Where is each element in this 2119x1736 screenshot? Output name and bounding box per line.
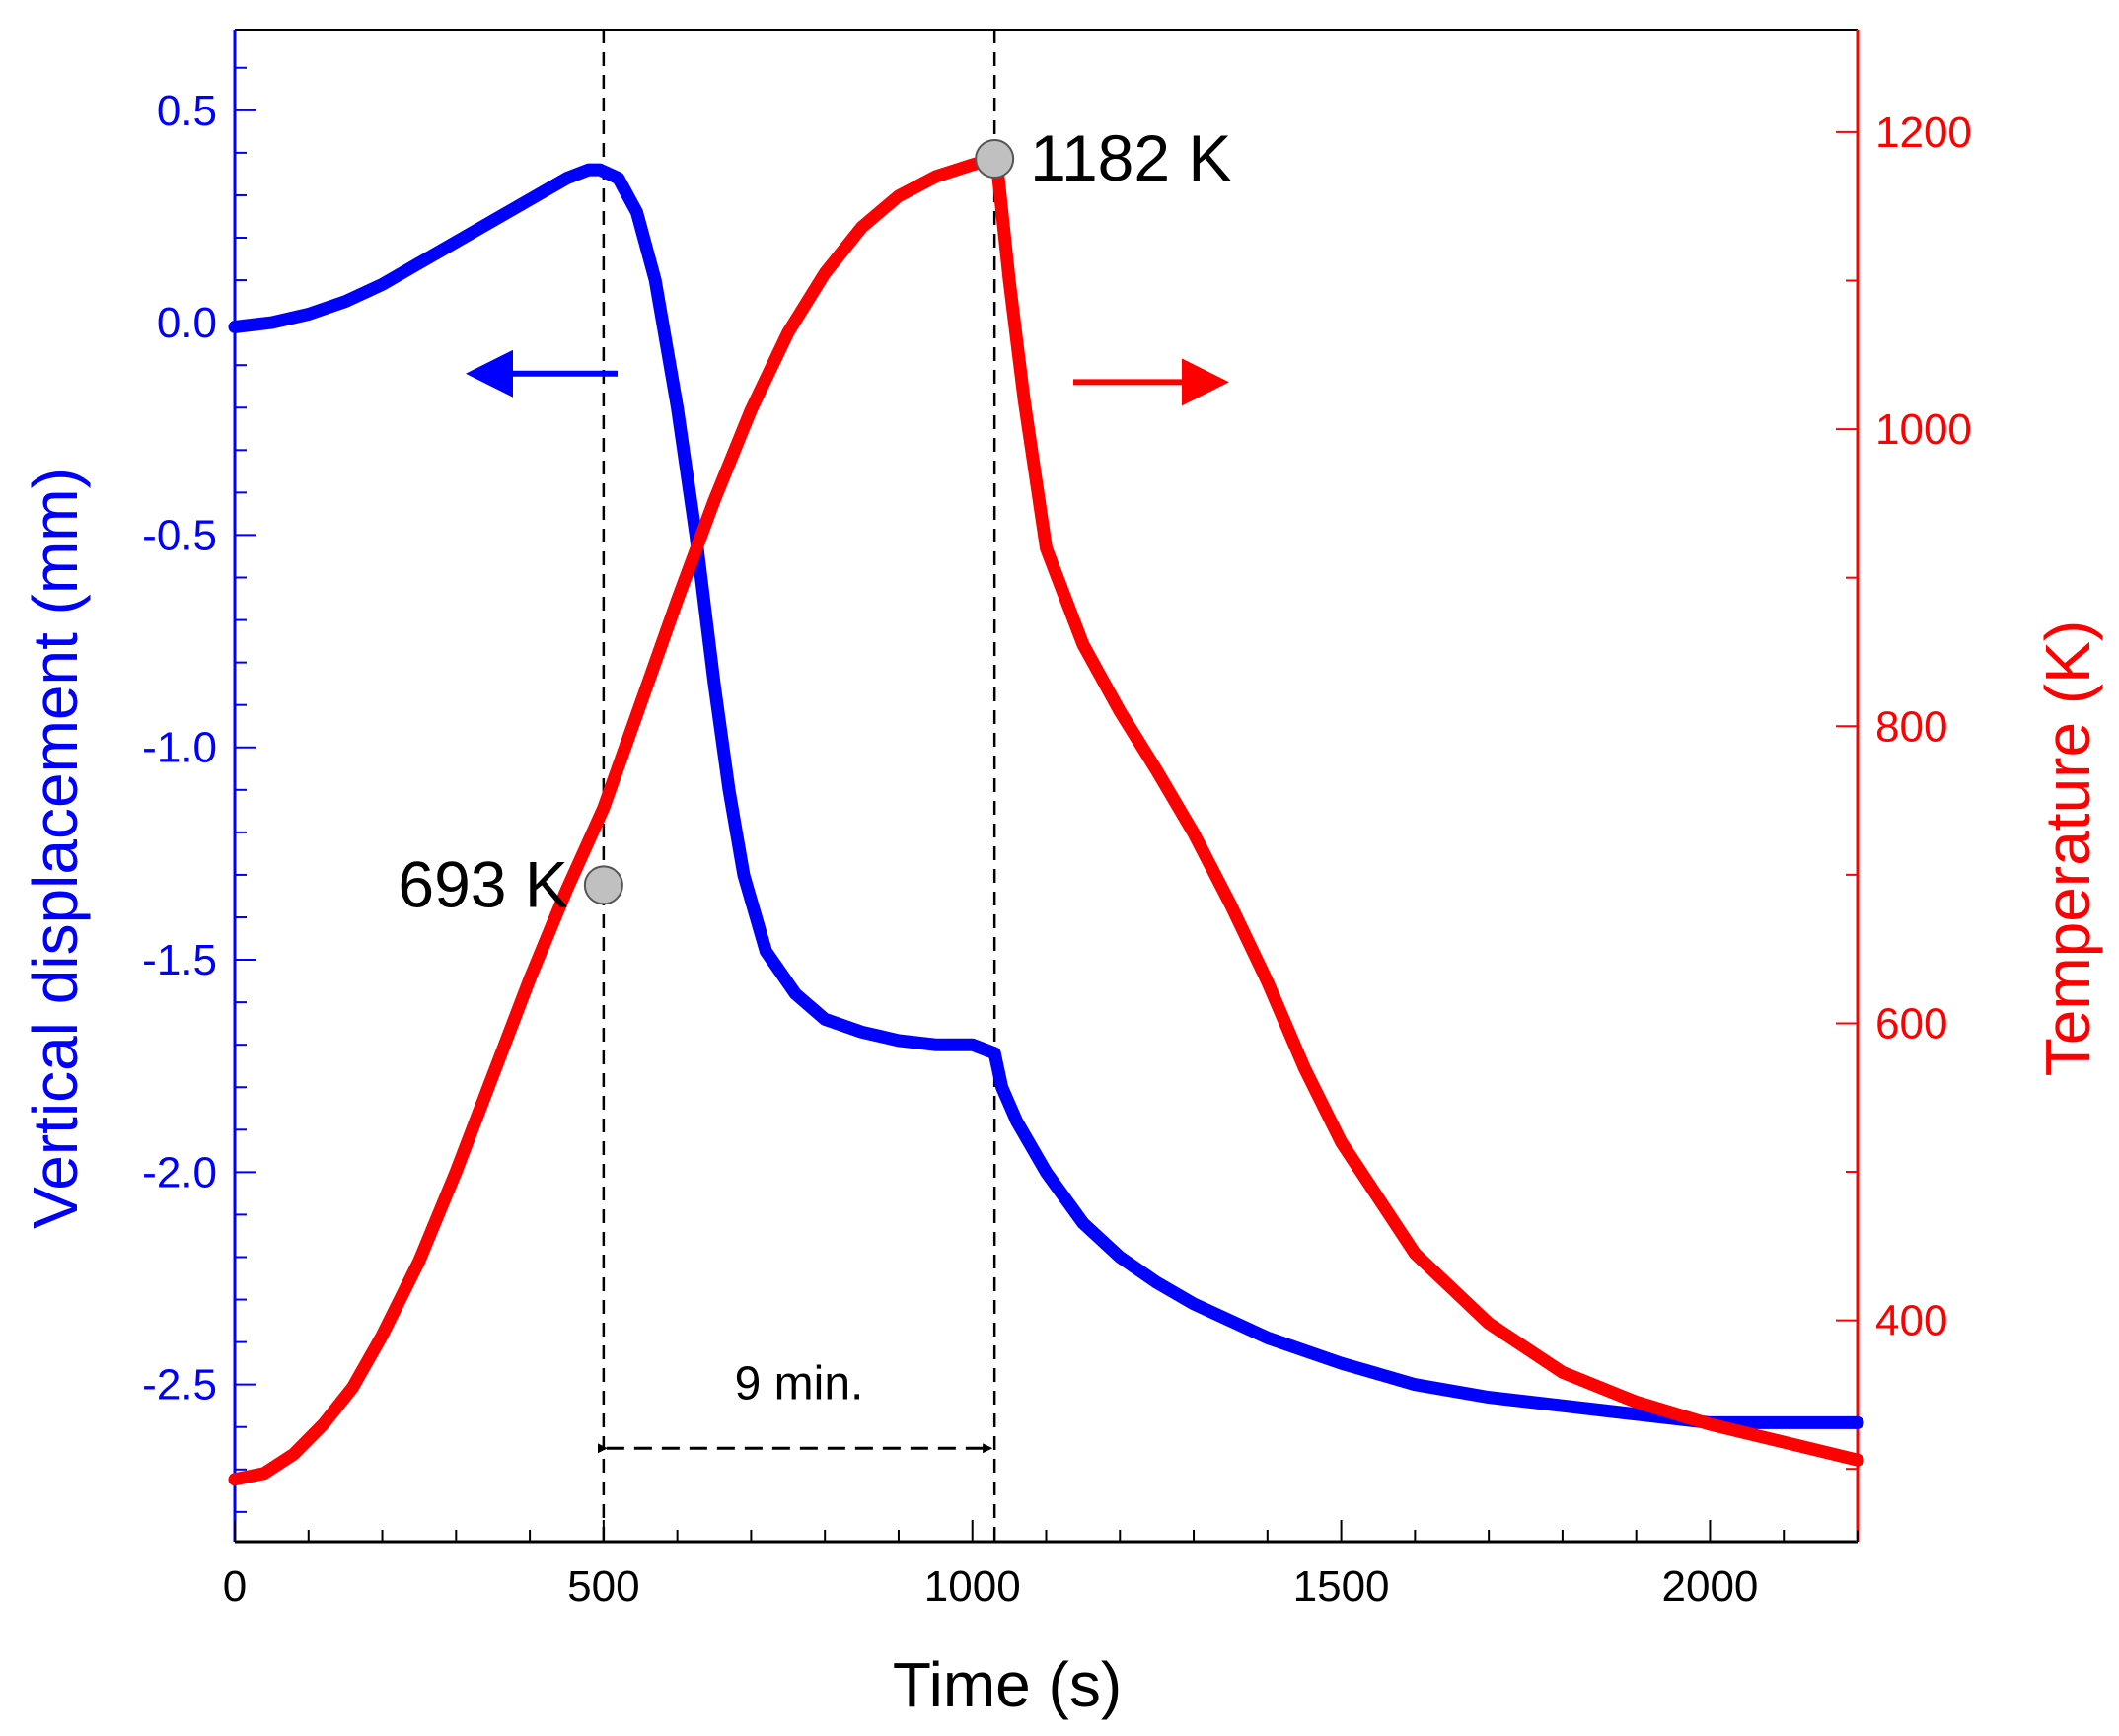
y-axis-left: 0.5 0.0 -0.5 -1.0 -1.5 -2.0 -2.5 (142, 66, 256, 1513)
series-group (228, 152, 1864, 1486)
y-right-tick-label: 1200 (1875, 108, 1972, 157)
y-axis-left-title: Vertical displacement (mm) (20, 468, 91, 1229)
x-tick-label: 500 (567, 1562, 639, 1611)
reference-lines (602, 30, 996, 1542)
x-axis: 0 500 1000 1500 2000 (223, 1520, 1859, 1611)
y-left-tick-label: -2.0 (142, 1148, 217, 1196)
y-left-tick-label: -0.5 (142, 511, 217, 559)
x-tick-label: 1000 (924, 1562, 1021, 1611)
temperature-marker-label: 693 K (398, 847, 567, 920)
x-tick-label: 1500 (1293, 1562, 1390, 1611)
y-left-tick-label: -1.5 (142, 936, 217, 984)
y-left-tick-label: 0.0 (157, 299, 217, 347)
duration-label: 9 min. (735, 1357, 864, 1410)
y-left-tick-label: 0.5 (157, 87, 217, 135)
temperature-series-line (228, 152, 1864, 1486)
y-right-tick-label: 800 (1875, 702, 1947, 751)
x-tick-label: 0 (223, 1562, 247, 1611)
temperature-marker (583, 865, 623, 905)
y-left-tick-label: -2.5 (142, 1361, 217, 1410)
temperature-marker-label: 1182 K (1030, 121, 1231, 194)
y-right-tick-label: 600 (1875, 999, 1947, 1048)
y-left-tick-label: -1.0 (142, 724, 217, 772)
plot-frame (233, 29, 1860, 1544)
x-tick-label: 2000 (1662, 1562, 1759, 1611)
x-axis-title: Time (s) (893, 1649, 1122, 1720)
displacement-series-line (228, 163, 1864, 1429)
y-axis-right: 400 600 800 1000 1200 (1836, 108, 1972, 1471)
y-axis-right-title: Temperature (K) (2032, 620, 2103, 1076)
y-right-tick-label: 400 (1875, 1297, 1947, 1345)
y-right-tick-label: 1000 (1875, 405, 1972, 454)
temperature-marker (975, 139, 1015, 180)
annotations: 693 K 1182 K 9 min. (398, 121, 1231, 1454)
